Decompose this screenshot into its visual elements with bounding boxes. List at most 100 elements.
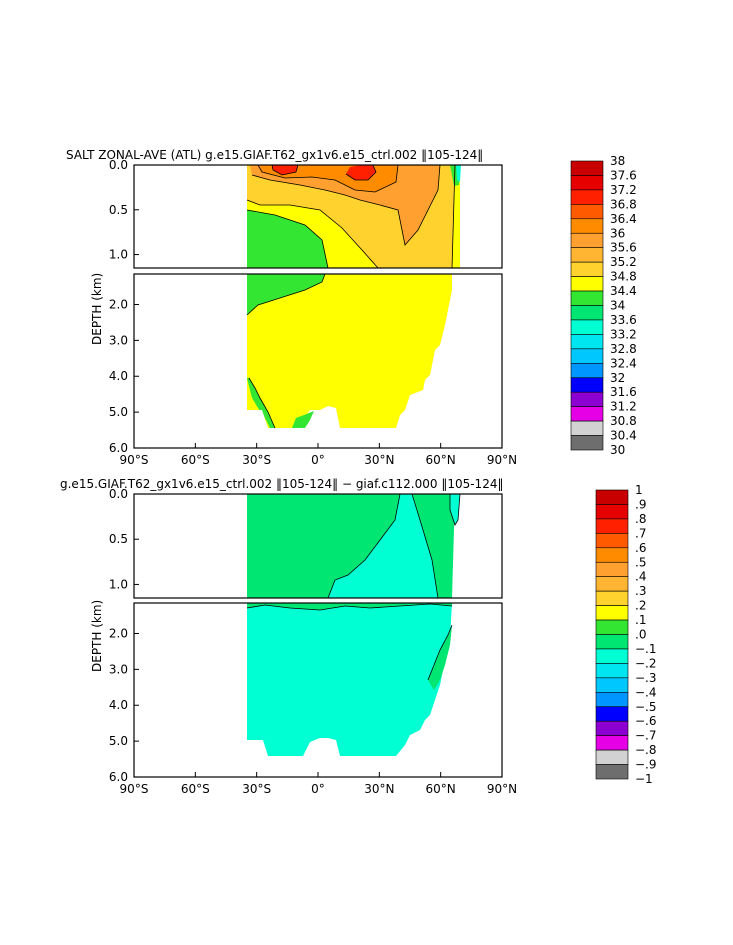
colorbar-label: 37.2 [610, 183, 637, 197]
field-green-bottom-left [247, 378, 275, 428]
panel-1-ylabel: DEPTH (km) [90, 273, 104, 345]
colorbar-label: 31.6 [610, 385, 637, 399]
colorbar-swatch [570, 247, 604, 263]
colorbar-label: .1 [635, 613, 646, 627]
field-cyan-wedge [328, 494, 438, 598]
panel-1-colorbar: 3837.637.236.836.43635.635.234.834.43433… [570, 154, 637, 457]
y-tick-label: 4.0 [109, 698, 128, 712]
x-tick-label: 30°S [242, 782, 271, 796]
colorbar-label: 33.2 [610, 327, 637, 341]
colorbar-swatch [570, 189, 604, 205]
colorbar-label: −.3 [635, 671, 657, 685]
colorbar-swatch [570, 175, 604, 191]
colorbar-label: 34 [610, 299, 625, 313]
y-tick-label: 5.0 [109, 405, 128, 419]
colorbar-swatch [595, 605, 629, 621]
colorbar-label: −.8 [635, 743, 657, 757]
colorbar-label: 30.8 [610, 414, 637, 428]
colorbar-swatch [595, 576, 629, 592]
field-green-upper [247, 274, 325, 315]
colorbar-label: .8 [635, 512, 646, 526]
colorbar-label: .7 [635, 526, 646, 540]
colorbar-label: 36.4 [610, 212, 637, 226]
colorbar-swatch [595, 504, 629, 520]
x-tick-label: 30°N [364, 453, 394, 467]
panel-1-upper-field [246, 165, 461, 268]
colorbar-label: .5 [635, 555, 646, 569]
colorbar-swatch [595, 561, 629, 577]
x-tick-label: 60°N [426, 453, 456, 467]
colorbar-label: 32.8 [610, 342, 637, 356]
colorbar-label: 36.8 [610, 197, 637, 211]
x-tick-label: 90°N [487, 453, 517, 467]
field-green-bottom-mid [292, 411, 314, 428]
y-tick-label: 5.0 [109, 734, 128, 748]
colorbar-swatch [570, 391, 604, 407]
field-green-deep-north [428, 625, 452, 690]
colorbar-label: 32.4 [610, 356, 637, 370]
colorbar-swatch [570, 435, 604, 451]
y-tick-label: 0.0 [109, 158, 128, 172]
panel-1-x-ticks: 90°S 60°S 30°S 0° 30°N 60°N 90°N [120, 443, 517, 467]
x-tick-label: 90°S [120, 453, 149, 467]
x-tick-label: 0° [311, 782, 325, 796]
colorbar-label: 34.4 [610, 284, 637, 298]
colorbar-label: 30.4 [610, 429, 637, 443]
colorbar-label: .2 [635, 599, 646, 613]
panel-2-x-ticks: 90°S 60°S 30°S 0° 30°N 60°N 90°N [120, 772, 517, 796]
y-tick-label: 0.5 [109, 532, 128, 546]
field-core-south [272, 165, 298, 175]
colorbar-swatch [570, 160, 604, 176]
panel-1-y-ticks: 0.0 0.5 1.0 2.0 3.0 4.0 5.0 6.0 [109, 158, 139, 455]
colorbar-swatch [595, 648, 629, 664]
panel-2-upper-field [247, 494, 461, 598]
x-tick-label: 0° [311, 453, 325, 467]
colorbar-swatch [570, 362, 604, 379]
colorbar-label: 31.2 [610, 400, 637, 414]
colorbar-label: 37.6 [610, 168, 637, 182]
y-tick-label: 6.0 [109, 770, 128, 784]
y-tick-label: 2.0 [109, 626, 128, 640]
colorbar-swatch [595, 735, 629, 751]
colorbar-swatch [570, 218, 604, 234]
x-tick-label: 30°S [242, 453, 271, 467]
colorbar-swatch [595, 489, 629, 505]
colorbar-swatch [595, 518, 629, 534]
colorbar-swatch [570, 232, 604, 248]
colorbar-label: .3 [635, 584, 646, 598]
x-tick-label: 60°N [426, 782, 456, 796]
colorbar-label: 34.8 [610, 270, 637, 284]
colorbar-swatch [595, 619, 629, 635]
x-tick-label: 60°S [181, 453, 210, 467]
colorbar-label: 36 [610, 226, 625, 240]
colorbar-swatch [570, 305, 604, 321]
colorbar-swatch [595, 634, 629, 650]
colorbar-label: −.6 [635, 714, 657, 728]
y-tick-label: 2.0 [109, 297, 128, 311]
panel-1-lower-field [246, 274, 452, 429]
colorbar-label: −.4 [635, 685, 657, 699]
x-tick-label: 60°S [181, 782, 210, 796]
field-yellow-deep [247, 274, 452, 428]
colorbar-swatch [595, 764, 629, 780]
panel-1-title: SALT ZONAL-AVE (ATL) g.e15.GIAF.T62_gx1v… [66, 148, 483, 162]
panel-2-ylabel: DEPTH (km) [90, 600, 104, 672]
colorbar-label: −.1 [635, 642, 657, 656]
colorbar-swatch [595, 533, 629, 549]
colorbar-label: 38 [610, 154, 625, 168]
panel-2-y-ticks: 0.0 0.5 1.0 2.0 3.0 4.0 5.0 6.0 [109, 487, 139, 784]
x-tick-label: 90°S [120, 782, 149, 796]
colorbar-swatch [570, 377, 604, 393]
x-tick-label: 90°N [487, 782, 517, 796]
panel-1: SALT ZONAL-AVE (ATL) g.e15.GIAF.T62_gx1v… [66, 148, 637, 467]
y-tick-label: 0.0 [109, 487, 128, 501]
y-tick-label: 1.0 [109, 248, 128, 262]
colorbar-label: 30 [610, 443, 625, 457]
field-cyan-deep [247, 603, 452, 756]
colorbar-swatch [595, 749, 629, 765]
colorbar-label: −.7 [635, 729, 657, 743]
colorbar-swatch [570, 276, 604, 292]
y-tick-label: 0.5 [109, 203, 128, 217]
y-tick-label: 3.0 [109, 333, 128, 347]
